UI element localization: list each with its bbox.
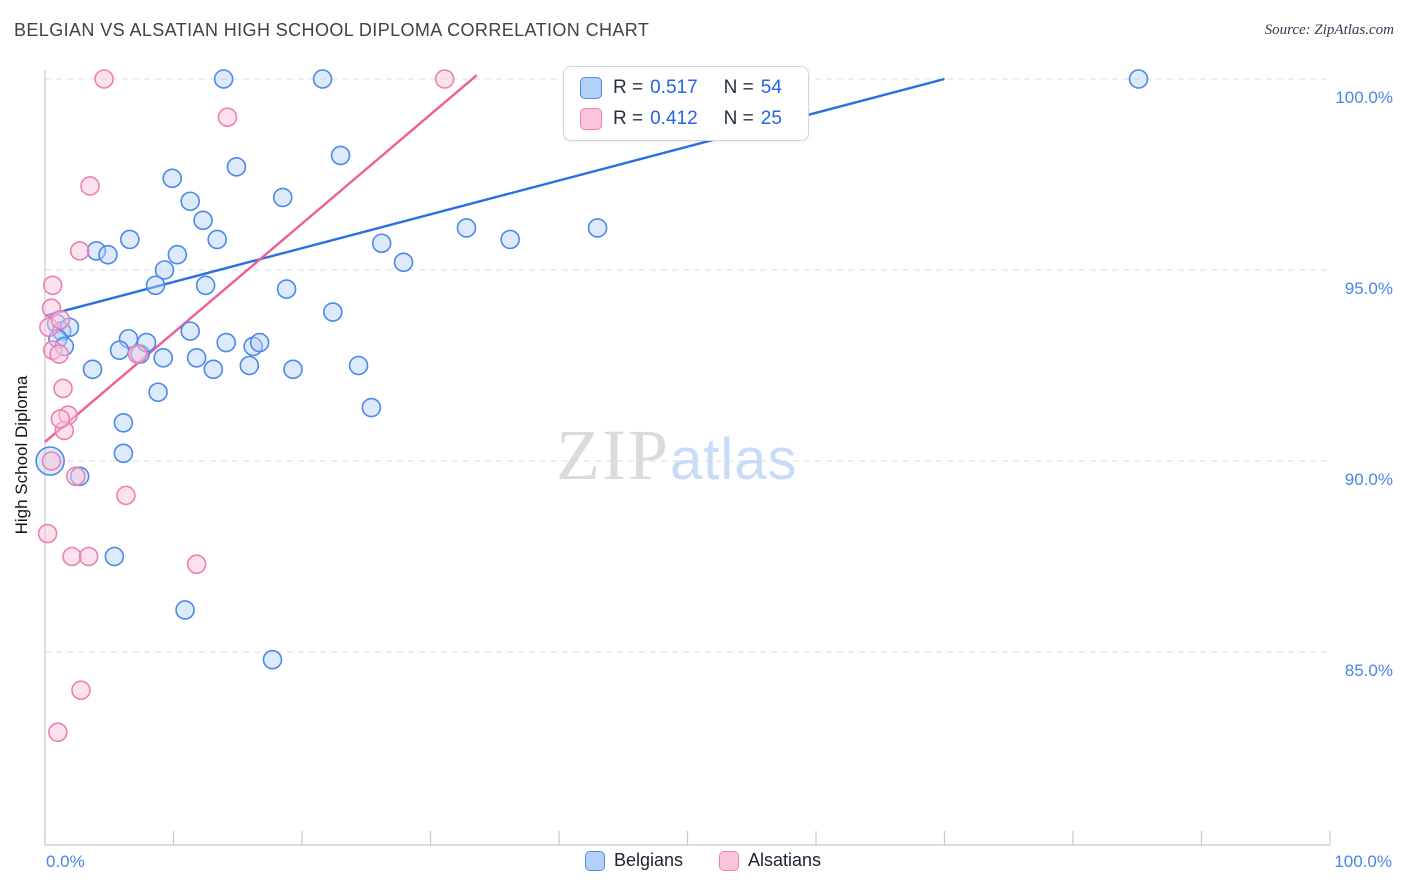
- x-axis-max-label: 100.0%: [1334, 852, 1392, 871]
- y-tick-label: 95.0%: [1345, 279, 1393, 298]
- data-point-belgians[interactable]: [104, 546, 125, 567]
- data-point-belgians[interactable]: [154, 260, 175, 280]
- data-point-alsatians[interactable]: [41, 451, 62, 471]
- data-point-belgians[interactable]: [213, 69, 234, 89]
- data-point-alsatians[interactable]: [50, 409, 71, 429]
- data-point-belgians[interactable]: [120, 229, 140, 250]
- r-label: R =: [613, 108, 644, 129]
- r-value: 0.517: [650, 77, 698, 98]
- data-point-belgians[interactable]: [272, 187, 293, 208]
- r-label: R =: [613, 77, 644, 98]
- alsatians-legend-swatch-icon: [719, 850, 739, 871]
- data-point-belgians[interactable]: [1128, 69, 1149, 89]
- data-point-belgians[interactable]: [148, 382, 168, 403]
- data-point-belgians[interactable]: [361, 397, 382, 418]
- data-point-alsatians[interactable]: [50, 309, 71, 330]
- data-point-belgians[interactable]: [249, 332, 270, 353]
- alsatians-swatch-icon: [580, 108, 602, 130]
- data-point-alsatians[interactable]: [49, 344, 69, 364]
- alsatians-trend-line: [44, 74, 478, 443]
- data-point-alsatians[interactable]: [62, 546, 82, 567]
- data-point-belgians[interactable]: [500, 229, 520, 250]
- data-point-belgians[interactable]: [239, 355, 260, 376]
- legend-item-belgians: Belgians: [584, 850, 683, 871]
- data-point-belgians[interactable]: [393, 252, 414, 273]
- data-point-belgians[interactable]: [323, 302, 343, 322]
- data-point-belgians[interactable]: [262, 649, 283, 670]
- data-point-belgians[interactable]: [203, 359, 224, 380]
- data-point-alsatians[interactable]: [71, 680, 91, 701]
- legend-item-alsatians: Alsatians: [719, 850, 821, 871]
- legend-row-belgians: R = 0.517 N = 54: [580, 77, 792, 99]
- data-point-belgians[interactable]: [167, 244, 188, 265]
- source-label: Source: ZipAtlas.com: [1264, 22, 1394, 38]
- data-point-belgians[interactable]: [587, 218, 608, 238]
- n-value: 54: [760, 77, 782, 98]
- data-point-belgians[interactable]: [216, 332, 236, 353]
- alsatians-correlation-stats: R = 0.412 N = 25: [613, 108, 782, 130]
- n-value: 25: [760, 108, 782, 129]
- belgians-legend-swatch-icon: [584, 850, 605, 871]
- data-point-alsatians[interactable]: [434, 69, 455, 89]
- correlation-legend: R = 0.517 N = 54 R = 0.412 N = 25: [563, 66, 809, 141]
- data-point-alsatians[interactable]: [66, 466, 86, 487]
- n-label: N =: [723, 77, 754, 98]
- data-point-belgians[interactable]: [193, 210, 213, 231]
- data-point-belgians[interactable]: [180, 191, 201, 212]
- data-point-belgians[interactable]: [226, 157, 247, 177]
- data-point-belgians[interactable]: [348, 355, 369, 376]
- belgians-correlation-stats: R = 0.517 N = 54: [613, 77, 782, 99]
- y-tick-label: 100.0%: [1335, 88, 1393, 107]
- y-axis-title: High School Diploma: [12, 375, 31, 535]
- y-tick-label: 90.0%: [1345, 470, 1393, 489]
- data-point-belgians[interactable]: [312, 69, 333, 89]
- data-point-alsatians[interactable]: [37, 523, 58, 544]
- n-label: N =: [723, 108, 754, 129]
- data-point-alsatians[interactable]: [94, 69, 114, 89]
- belgians-legend-label: Belgians: [613, 850, 683, 870]
- data-point-alsatians[interactable]: [78, 546, 99, 567]
- data-point-belgians[interactable]: [186, 348, 207, 368]
- data-point-belgians[interactable]: [162, 168, 183, 189]
- data-point-belgians[interactable]: [330, 145, 351, 166]
- belgians-swatch-icon: [580, 77, 602, 99]
- data-point-belgians[interactable]: [207, 229, 227, 250]
- data-point-belgians[interactable]: [109, 340, 130, 361]
- data-point-belgians[interactable]: [113, 443, 134, 464]
- data-point-belgians[interactable]: [153, 348, 174, 368]
- data-point-belgians[interactable]: [175, 600, 195, 620]
- y-tick-label: 85.0%: [1345, 661, 1393, 680]
- data-point-belgians[interactable]: [456, 218, 477, 238]
- data-point-belgians[interactable]: [82, 359, 103, 380]
- data-point-alsatians[interactable]: [217, 107, 238, 127]
- data-point-alsatians[interactable]: [48, 722, 68, 743]
- belgians-trend-line: [44, 77, 945, 318]
- data-point-alsatians[interactable]: [127, 344, 148, 364]
- data-point-alsatians[interactable]: [186, 554, 207, 574]
- data-point-alsatians[interactable]: [53, 378, 73, 399]
- legend-row-alsatians: R = 0.412 N = 25: [580, 108, 792, 130]
- x-axis-min-label: 0.0%: [46, 852, 85, 871]
- data-point-belgians[interactable]: [371, 233, 392, 254]
- data-point-alsatians[interactable]: [69, 241, 90, 261]
- data-point-belgians[interactable]: [180, 321, 201, 341]
- r-value: 0.412: [650, 108, 698, 129]
- data-point-alsatians[interactable]: [116, 485, 136, 506]
- data-point-belgians[interactable]: [195, 275, 216, 296]
- chart-title: BELGIAN VS ALSATIAN HIGH SCHOOL DIPLOMA …: [14, 20, 650, 40]
- data-point-belgians[interactable]: [145, 275, 166, 296]
- data-point-alsatians[interactable]: [42, 275, 63, 296]
- data-point-belgians[interactable]: [283, 359, 303, 380]
- series-legend: Belgians Alsatians: [0, 850, 1406, 871]
- data-point-belgians[interactable]: [113, 412, 134, 433]
- data-point-alsatians[interactable]: [80, 176, 100, 196]
- alsatians-legend-label: Alsatians: [748, 850, 822, 870]
- data-point-belgians[interactable]: [98, 244, 118, 265]
- data-point-belgians[interactable]: [276, 279, 297, 299]
